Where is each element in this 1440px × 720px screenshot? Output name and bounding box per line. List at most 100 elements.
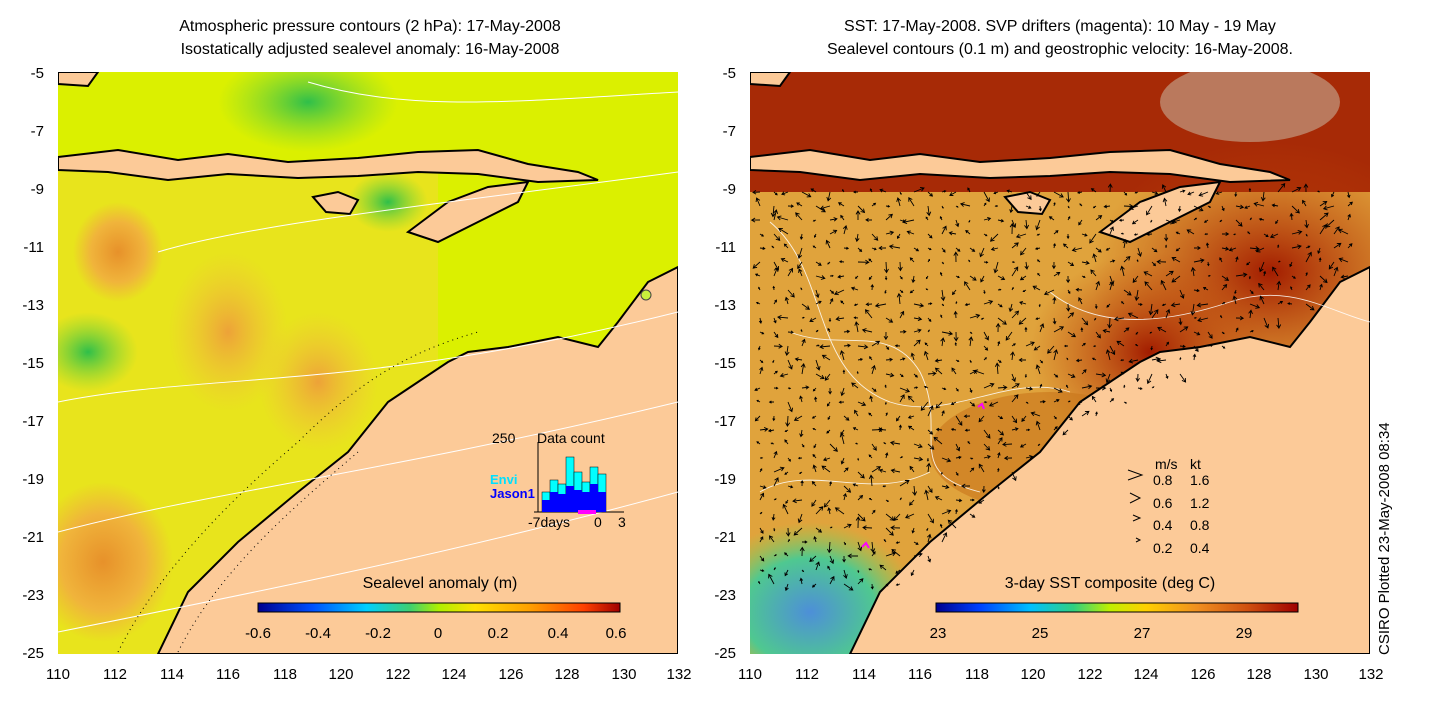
velocity-arrow (1319, 283, 1323, 291)
lat-tick: -25 (714, 645, 736, 662)
velocity-arrow (1319, 275, 1328, 284)
velocity-arrow (800, 480, 804, 487)
velocity-arrow (853, 190, 858, 194)
velocity-arrow (912, 485, 918, 496)
velocity-arrow (1328, 261, 1335, 270)
velocity-arrow (1018, 317, 1027, 325)
velocity-arrow (1075, 358, 1083, 363)
velocity-arrow (1010, 351, 1016, 361)
velocity-arrow (1165, 373, 1169, 380)
velocity-arrow (1247, 231, 1251, 235)
velocity-arrow (1011, 415, 1018, 424)
velocity-arrow (1143, 271, 1153, 277)
velocity-arrow (1122, 239, 1128, 249)
velocity-arrow (951, 289, 957, 296)
velocity-arrow (896, 233, 901, 240)
velocity-arrow (772, 285, 776, 291)
velocity-arrow (913, 302, 925, 308)
velocity-arrow (1025, 341, 1035, 347)
velocity-arrow (927, 329, 930, 333)
velocity-arrow (941, 532, 948, 543)
velocity-arrow (967, 441, 971, 445)
velocity-arrow (941, 190, 947, 193)
lon-tick: 118 (965, 666, 989, 683)
velocity-arrow (1146, 232, 1153, 236)
velocity-arrow (815, 289, 820, 299)
velocity-arrow (815, 275, 826, 280)
data-count-inset (534, 289, 652, 514)
velocity-arrow (940, 314, 943, 319)
velocity-arrow (1165, 244, 1168, 249)
lon-tick: 112 (103, 666, 127, 683)
velocity-arrow (1318, 257, 1322, 263)
velocity-arrow (811, 583, 817, 588)
velocity-arrow (940, 337, 946, 347)
velocity-arrow (773, 554, 778, 557)
velocity-arrow (1319, 201, 1328, 207)
velocity-arrow (1019, 275, 1027, 281)
velocity-arrow (773, 267, 779, 277)
velocity-arrow (809, 555, 817, 562)
plot-credit: CSIRO Plotted 23-May-2008 08:34 (1376, 422, 1393, 655)
velocity-arrow (877, 427, 887, 432)
velocity-arrow (899, 387, 910, 393)
sst-tick: 25 (1031, 625, 1049, 642)
velocity-arrow (1319, 224, 1327, 235)
velocity-arrow (1039, 359, 1043, 364)
legend-kt: 1.6 (1190, 472, 1210, 488)
velocity-arrow (796, 202, 803, 207)
velocity-arrow (1317, 247, 1321, 255)
velocity-arrow (799, 429, 804, 438)
lat-tick: -21 (22, 529, 44, 546)
velocity-arrow (785, 527, 791, 537)
velocity-arrow (1287, 302, 1293, 306)
velocity-arrow (1157, 326, 1167, 333)
velocity-arrow (793, 415, 803, 421)
velocity-arrow (1034, 247, 1041, 251)
velocity-arrow (1053, 326, 1065, 333)
velocity-arrow (797, 261, 803, 270)
velocity-arrow (1105, 247, 1111, 251)
velocity-arrow (871, 466, 882, 473)
velocity-arrow (885, 230, 895, 236)
legend-ms: 0.8 (1153, 472, 1173, 488)
velocity-arrow (1030, 411, 1041, 417)
lon-tick: 126 (498, 666, 524, 683)
velocity-arrow (941, 303, 945, 307)
sealevel-anomaly-map (58, 72, 678, 654)
velocity-arrow (754, 415, 761, 422)
velocity-arrow (983, 289, 986, 295)
velocity-arrow (1232, 295, 1238, 305)
velocity-arrow (1035, 364, 1041, 375)
velocity-arrow (794, 357, 803, 362)
velocity-arrow (920, 401, 929, 411)
velocity-arrow (1305, 233, 1308, 237)
velocity-arrow (770, 205, 776, 218)
velocity-arrow (913, 386, 919, 389)
velocity-arrow (754, 273, 761, 277)
velocity-arrow (850, 286, 859, 291)
velocity-arrow (843, 343, 851, 348)
velocity-arrow (927, 429, 934, 435)
velocity-arrow (871, 247, 877, 251)
velocity-arrow (1025, 428, 1031, 432)
velocity-arrow (913, 339, 921, 347)
velocity-arrow (1233, 233, 1237, 236)
legend-ms: 0.2 (1153, 540, 1173, 556)
velocity-arrow (908, 196, 915, 207)
velocity-arrow (1038, 205, 1042, 212)
right-title-line2: Sealevel contours (0.1 m) and geostrophi… (826, 41, 1293, 58)
velocity-arrow (773, 191, 778, 196)
velocity-arrow (995, 322, 1001, 333)
velocity-arrow (1151, 356, 1161, 362)
velocity-arrow (815, 344, 820, 347)
velocity-arrow (1196, 302, 1209, 308)
velocity-arrow (1146, 205, 1153, 216)
velocity-arrow (891, 548, 901, 557)
legend-header-kt: kt (1190, 456, 1201, 472)
velocity-arrow (1033, 345, 1041, 351)
velocity-arrow (1146, 373, 1153, 385)
velocity-arrow (871, 551, 876, 557)
velocity-arrow (826, 429, 831, 434)
velocity-arrow (1011, 373, 1016, 383)
